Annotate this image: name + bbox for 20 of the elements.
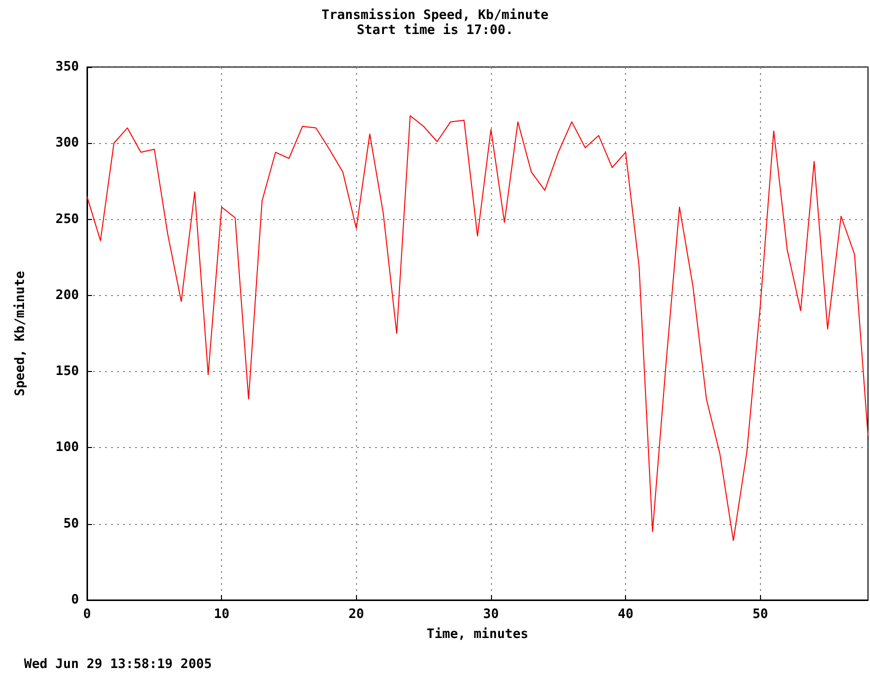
y-tick-label: 200 [56, 288, 80, 303]
y-tick-label: 150 [56, 364, 80, 380]
y-tick-label: 300 [56, 136, 80, 151]
y-tick-label: 250 [56, 212, 80, 227]
x-tick-label: 30 [483, 607, 499, 622]
y-tick-label: 0 [71, 592, 80, 608]
y-tick-label: 350 [56, 60, 80, 74]
line-series [86, 115, 868, 542]
x-tick-label: 0 [83, 607, 92, 622]
x-tick-label: 40 [618, 607, 634, 622]
y-tick-label: 50 [63, 516, 80, 532]
x-tick-label: 50 [752, 607, 768, 622]
x-tick-label: 20 [348, 607, 364, 622]
text: Wed Jun 29 13:58:19 2005 [24, 657, 212, 672]
x-axis-title: Time, minutes [426, 627, 528, 642]
chart-subtitle: Start time is 17:00. [356, 23, 514, 38]
y-tick-label: 100 [56, 440, 80, 456]
y-axis-title: Speed, Kb/minute [13, 270, 28, 396]
x-tick-label: 10 [214, 607, 230, 622]
chart-title: Transmission Speed, Kb/minute [322, 8, 549, 23]
